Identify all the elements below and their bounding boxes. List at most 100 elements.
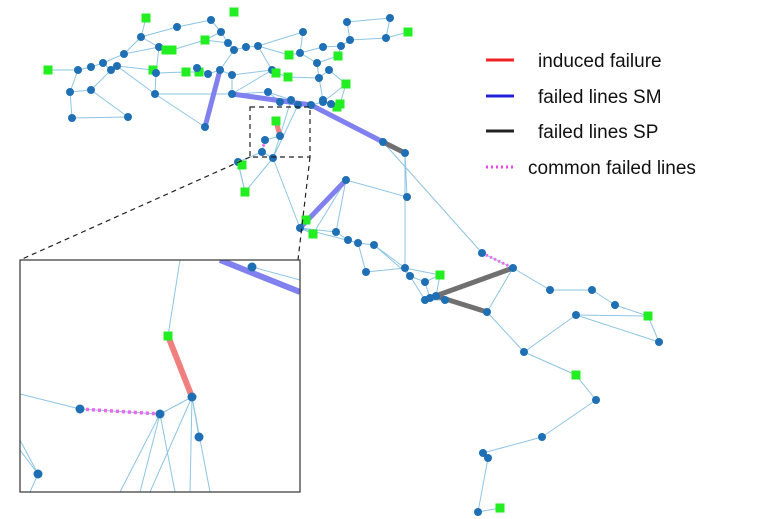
bus-node — [207, 16, 215, 24]
legend-label-common-failed: common failed lines — [528, 158, 696, 179]
generator-node — [200, 35, 210, 45]
bus-node — [216, 66, 224, 74]
transmission-line — [244, 157, 274, 193]
generator-node — [240, 187, 250, 197]
generator-node — [284, 50, 294, 60]
bus-node — [258, 148, 266, 156]
inset-transmission-line — [167, 260, 181, 337]
bus-node — [520, 348, 528, 356]
transmission-line — [591, 289, 616, 306]
bus-node — [113, 62, 121, 70]
bus-node — [242, 43, 250, 51]
generator-node — [194, 67, 204, 77]
generator-node — [141, 13, 151, 23]
bus-node — [294, 101, 302, 109]
transmission-line — [349, 37, 387, 41]
zoom-connectors — [19, 106, 311, 261]
inset-bus-node — [187, 392, 197, 402]
transmission-line — [123, 36, 142, 55]
generator-node — [181, 67, 191, 77]
zoom-inset-panel — [19, 259, 301, 493]
transmission-line — [90, 69, 112, 91]
bus-node — [401, 264, 409, 272]
bus-node — [441, 296, 449, 304]
transmission-line — [575, 314, 649, 317]
transmission-line — [409, 275, 426, 301]
zoom-connector-right — [297, 156, 311, 261]
transmission-line — [90, 89, 129, 118]
failed-sm-line — [202, 69, 223, 128]
bus-node — [479, 449, 487, 457]
bus-node — [315, 74, 323, 82]
transmission-line — [176, 19, 212, 28]
bus-node — [74, 66, 82, 74]
generator-node — [301, 215, 311, 225]
bus-node — [483, 308, 491, 316]
bus-node — [120, 50, 128, 58]
bus-node — [137, 33, 145, 41]
bus-node — [538, 433, 546, 441]
generator-node — [403, 27, 413, 37]
bus-node — [66, 88, 74, 96]
transmission-line — [140, 26, 178, 38]
inset-transmission-line — [20, 439, 39, 475]
generator-node — [643, 311, 653, 321]
inset-transmission-line — [119, 413, 161, 492]
transmission-line — [257, 45, 290, 56]
bus-node — [509, 264, 517, 272]
bus-node — [155, 43, 163, 51]
inset-transmission-line — [191, 396, 211, 492]
transmission-line — [482, 436, 543, 454]
bus-node — [228, 90, 236, 98]
bus-node — [204, 70, 212, 78]
generator-node — [161, 45, 171, 55]
bus-node — [307, 101, 315, 109]
bus-node — [588, 286, 596, 294]
transmission-line — [231, 69, 273, 95]
bus-node — [484, 454, 492, 462]
transmission-line — [272, 104, 299, 159]
generator-node — [495, 503, 505, 513]
bus-node — [296, 224, 304, 232]
legend-label-failed-sp: failed lines SP — [538, 122, 658, 143]
bus-node — [269, 154, 277, 162]
bus-node — [611, 301, 619, 309]
failed-sp-line — [381, 139, 407, 156]
bus-node — [406, 272, 414, 280]
generator-node — [571, 370, 581, 380]
transmission-line — [257, 31, 304, 47]
transmission-line — [404, 267, 441, 276]
transmission-line — [346, 17, 391, 23]
legend-item-failed-sm: failed lines SM — [486, 87, 662, 108]
bus-node — [346, 36, 354, 44]
bus-node — [152, 69, 160, 77]
legend-item-failed-sp: failed lines SP — [486, 122, 658, 143]
transmission-line — [71, 116, 129, 119]
generator-node — [271, 116, 281, 126]
transmission-line — [512, 267, 551, 291]
legend: induced failure failed lines SM failed l… — [486, 51, 696, 179]
bus-node — [478, 249, 486, 257]
bus-node — [379, 138, 387, 146]
generator-node — [341, 79, 351, 89]
generator-node — [435, 270, 445, 280]
bus-node — [426, 294, 434, 302]
generator-node — [237, 160, 247, 170]
bus-node — [87, 63, 95, 71]
bus-node — [370, 241, 378, 249]
bus-node — [362, 268, 370, 276]
transmission-line — [575, 314, 660, 343]
transmission-line — [272, 157, 301, 229]
bus-node — [325, 66, 333, 74]
common-line — [481, 251, 514, 270]
bus-node — [99, 59, 107, 67]
bus-node — [228, 71, 236, 79]
bus-node — [201, 123, 209, 131]
generator-node — [43, 65, 53, 75]
inset-bus-node — [75, 404, 85, 414]
bus-node — [421, 278, 429, 286]
bus-node — [342, 176, 350, 184]
transmission-line — [279, 99, 292, 137]
bus-node — [254, 42, 262, 50]
transmission-line — [219, 49, 235, 71]
